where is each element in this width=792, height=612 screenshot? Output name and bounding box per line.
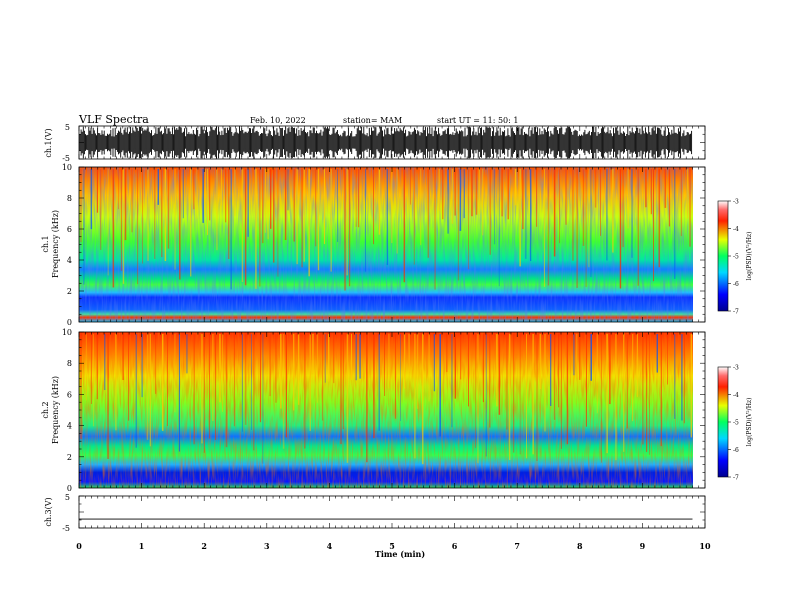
colorbar-tick-label: -6	[733, 281, 739, 288]
ch3-ylabel: ch.3(V)	[44, 497, 53, 526]
frequency-tick-label: 0	[67, 318, 72, 327]
time-tick-label: 1	[139, 541, 145, 551]
time-axis-label: Time (min)	[375, 549, 425, 559]
ch1-spectrogram-streaks	[80, 169, 691, 291]
time-tick-label: 10	[699, 541, 711, 551]
time-tick-label: 8	[577, 541, 583, 551]
ch2-frequency-ylabel: Frequency (kHz)	[51, 376, 60, 444]
ch3-waveform-frame	[78, 495, 706, 529]
ch2-spectrogram-streaks	[80, 334, 693, 465]
ch1-ytick-top: 5	[65, 123, 70, 132]
ch1-ylabel: ch.1(V)	[44, 128, 53, 157]
colorbar-tick-label: -4	[733, 392, 739, 399]
colorbar-label: log(PSD)(V²/Hz)	[746, 232, 753, 281]
frequency-tick-label: 10	[62, 328, 72, 337]
time-tick-label: 3	[264, 541, 270, 551]
time-tick-label: 2	[201, 541, 207, 551]
figure-title: VLF Spectra	[78, 113, 149, 126]
ch3-ytick-top: 5	[65, 493, 70, 502]
colorbar-tick-label: -4	[733, 226, 739, 233]
ch1-frequency-ticks: 0 2 4 6 8 10	[62, 163, 705, 327]
ch2-spectrogram-texture	[79, 332, 693, 488]
colorbar-tick-label: -3	[733, 199, 739, 206]
time-tick-label: 5	[389, 541, 395, 551]
frequency-tick-label: 4	[67, 256, 72, 265]
ch2-spectrogram-panel: 0 2 4 6 8 10 ch.2 Frequency (kHz)	[41, 328, 706, 493]
date-label: Feb. 10, 2022	[250, 116, 306, 125]
ch3-ytick-bottom: -5	[62, 524, 70, 533]
frequency-tick-label: 6	[67, 225, 72, 234]
time-tick-label: 6	[452, 541, 458, 551]
start-time-label: start UT = 11: 50: 1	[437, 116, 518, 125]
frequency-tick-label: 0	[67, 484, 72, 493]
ch1-spectrogram-texture	[79, 167, 693, 322]
ch1-frequency-ylabel: Frequency (kHz)	[51, 210, 60, 278]
colorbar-label: log(PSD)(V²/Hz)	[746, 398, 753, 447]
ch1-channel-label: ch.1	[41, 235, 50, 252]
colorbar-tick-label: -5	[733, 420, 739, 427]
colorbar-tick-label: -7	[733, 475, 739, 482]
ch2-colorbar: -3 -4 -5 -6 -7 log(PSD)(V²/Hz)	[717, 365, 753, 482]
time-tick-label: 7	[514, 541, 520, 551]
ch1-colorbar: -3 -4 -5 -6 -7 log(PSD)(V²/Hz)	[717, 199, 753, 316]
frequency-tick-label: 10	[62, 163, 72, 172]
time-tick-label: 0	[76, 541, 82, 551]
colorbar-tick-label: -3	[733, 365, 739, 372]
ch1-waveform-panel: 5 -5 ch.1(V)	[44, 123, 706, 163]
ch2-frequency-ticks: 0 2 4 6 8 10	[62, 328, 705, 493]
frequency-tick-label: 6	[67, 390, 72, 399]
frequency-tick-label: 2	[67, 453, 72, 462]
ch3-waveform-panel: 5 -5 ch.3(V)	[44, 493, 706, 533]
colorbar-tick-label: -7	[733, 309, 739, 316]
colorbar-gradient	[717, 200, 729, 312]
time-tick-label: 9	[640, 541, 646, 551]
ch2-channel-label: ch.2	[41, 401, 50, 418]
frequency-tick-label: 2	[67, 287, 72, 296]
frequency-tick-label: 8	[67, 194, 72, 203]
colorbar-tick-label: -5	[733, 254, 739, 261]
colorbar-tick-label: -6	[733, 447, 739, 454]
frequency-tick-label: 8	[67, 359, 72, 368]
colorbar-gradient	[717, 366, 729, 478]
frequency-tick-label: 4	[67, 422, 72, 431]
ch1-spectrogram-panel: 0 2 4 6 8 10 ch.1 Frequency (kHz)	[41, 163, 706, 327]
ch1-ytick-bottom: -5	[62, 154, 70, 163]
time-tick-label: 4	[327, 541, 333, 551]
time-axis: 0 1 2 3 4 5 6 7 8 9 10	[76, 126, 711, 551]
station-label: station= MAM	[343, 116, 402, 125]
